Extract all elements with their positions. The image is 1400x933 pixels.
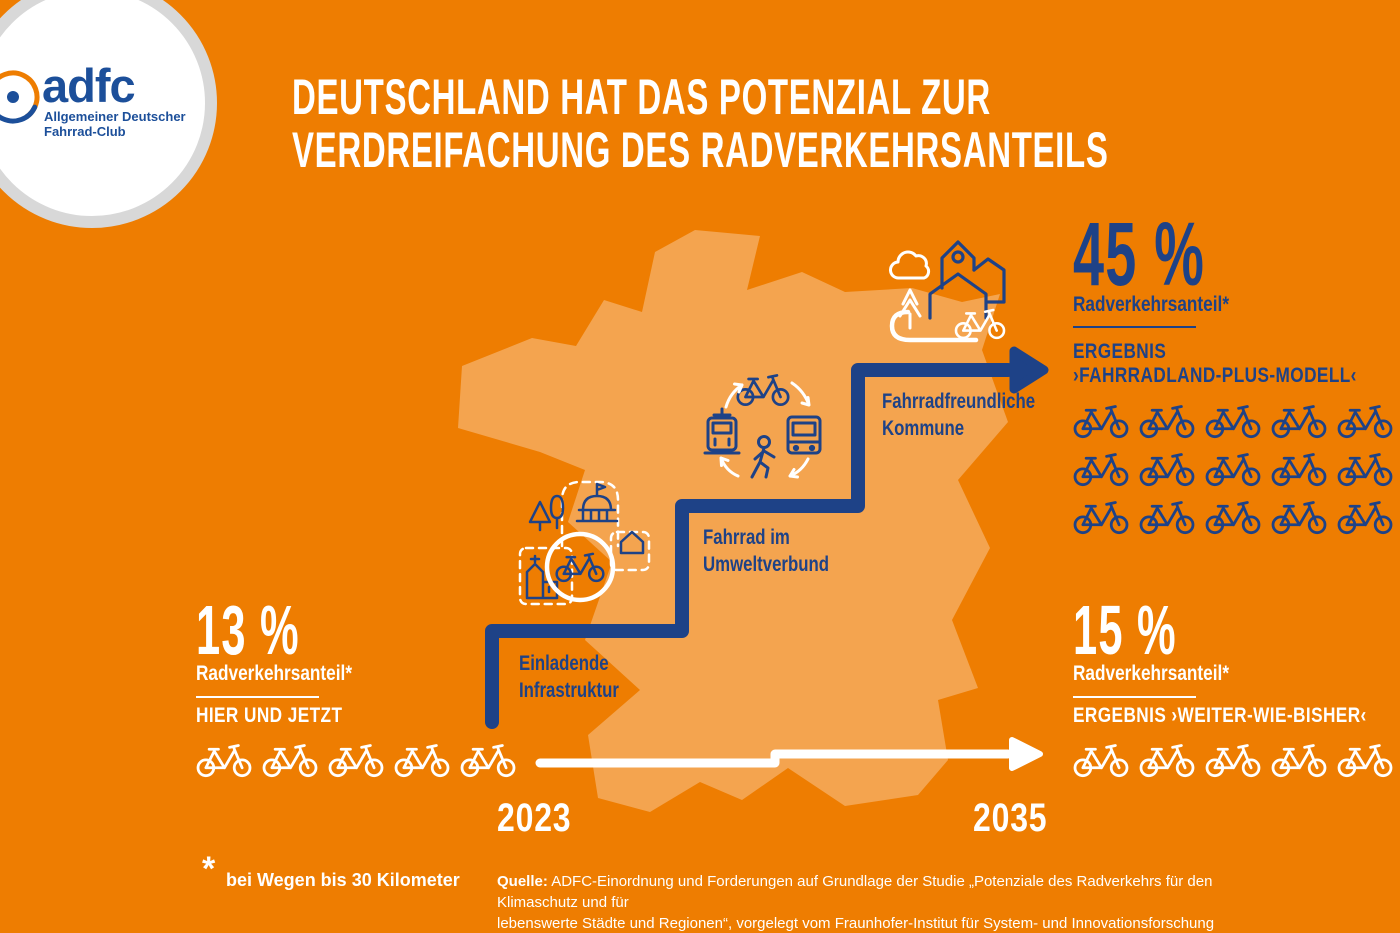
cycle-arrow-icon <box>788 457 810 479</box>
source-line-1: Quelle: ADFC-Einordnung und Forderungen … <box>497 873 1213 911</box>
stat-current-label: Radverkehrsanteil* <box>196 662 353 685</box>
church-icon <box>525 554 559 600</box>
bicycle-icon <box>1271 496 1327 535</box>
adfc-brand-text: adfc <box>42 59 136 112</box>
bicycle-icon <box>1073 496 1129 535</box>
bicycle-icon <box>1205 400 1261 439</box>
timeline-year-end: 2035 <box>973 796 1048 840</box>
timeline-arrow <box>535 737 1043 771</box>
bicycle-icon <box>1337 496 1393 535</box>
bicycle-icon <box>954 308 1006 340</box>
bicycle-icon <box>1073 739 1129 778</box>
house-icon <box>619 530 645 555</box>
bike-row-plus-3 <box>1073 496 1393 535</box>
bicycle-icon <box>1337 400 1393 439</box>
city-skyline-icon <box>928 240 1006 320</box>
bicycle-icon <box>1073 448 1129 487</box>
bicycle-icon <box>328 739 384 778</box>
bike-lane-swoosh <box>889 309 979 343</box>
staircase-arrowhead <box>1009 346 1049 394</box>
bicycle-icon <box>1337 448 1393 487</box>
poplar-tree-icon <box>549 494 565 530</box>
stat-bau-scenario: ERGEBNIS ›WEITER-WIE-BISHER‹ <box>1073 704 1367 727</box>
bicycle-icon <box>1139 496 1195 535</box>
town-hall-icon <box>575 482 619 523</box>
bike-row-plus-2 <box>1073 448 1393 487</box>
bicycle-icon <box>262 739 318 778</box>
cycle-arrow-icon <box>724 382 744 409</box>
bicycle-icon <box>1337 739 1393 778</box>
stat-bau-value: 15 % <box>1073 591 1177 669</box>
stat-current-scenario: HIER UND JETZT <box>196 704 343 727</box>
highlight-circle <box>544 531 616 603</box>
footnote-text: bei Wegen bis 30 Kilometer <box>226 870 460 890</box>
stat-plus-value: 45 % <box>1073 205 1206 305</box>
bicycle-icon <box>460 739 516 778</box>
bicycle-icon <box>196 739 252 778</box>
bicycle-icon <box>1139 448 1195 487</box>
bicycle-icon <box>1139 739 1195 778</box>
source-label: Quelle: <box>497 873 548 890</box>
pine-tree-icon <box>898 288 922 330</box>
pedestrian-icon <box>750 435 776 479</box>
bike-row-current <box>196 739 516 778</box>
adfc-subtitle-2: Fahrrad-Club <box>44 124 126 139</box>
adfc-subtitle-1: Allgemeiner Deutscher <box>44 109 186 124</box>
cycle-arrow-icon <box>790 381 811 407</box>
divider-line <box>1073 326 1196 328</box>
staircase-arrow <box>485 346 1049 729</box>
adfc-logo-mark-icon <box>0 70 40 124</box>
stat-plus-scenario-2: ›FAHRRADLAND-PLUS-MODELL‹ <box>1073 364 1357 387</box>
bus-icon <box>786 415 822 455</box>
bicycle-icon <box>394 739 450 778</box>
stat-plus-scenario-1: ERGEBNIS <box>1073 340 1167 363</box>
footnote-asterisk: * <box>202 850 216 888</box>
bike-row-plus-1 <box>1073 400 1393 439</box>
headline-line-1: DEUTSCHLAND HAT DAS POTENZIAL ZUR <box>292 69 991 125</box>
bicycle-icon <box>1205 496 1261 535</box>
source-line-2: lebenswerte Städte und Regionen“, vorgel… <box>497 915 1215 932</box>
step-label-infrastructure: Einladende Infrastruktur <box>519 652 619 702</box>
tram-icon <box>703 407 741 455</box>
environmental-transport-cycle-icon <box>703 374 822 479</box>
stat-plus-label: Radverkehrsanteil* <box>1073 293 1230 316</box>
bicycle-icon <box>1073 400 1129 439</box>
step-label-umweltverbund: Fahrrad im Umweltverbund <box>703 526 830 576</box>
cycle-arrow-icon <box>719 456 740 478</box>
stat-current-value: 13 % <box>196 591 300 669</box>
pine-tree-icon <box>528 500 552 532</box>
bicycle-icon <box>1205 448 1261 487</box>
step-label-kommune: Fahrradfreundliche Kommune <box>882 390 1036 440</box>
bicycle-icon <box>736 374 790 407</box>
bicycle-icon <box>1139 400 1195 439</box>
divider-line <box>196 696 319 698</box>
source-note: Quelle: ADFC-Einordnung und Forderungen … <box>497 871 1227 933</box>
bicycle-icon <box>1271 448 1327 487</box>
divider-line <box>1073 696 1196 698</box>
bicycle-icon <box>555 552 605 583</box>
timeline-year-start: 2023 <box>497 796 572 840</box>
bicycle-icon <box>1205 739 1261 778</box>
cloud-icon <box>889 250 931 280</box>
inviting-infrastructure-icon <box>518 480 651 606</box>
bike-friendly-community-icon <box>889 240 1006 343</box>
bicycle-icon <box>1271 400 1327 439</box>
timeline-arrowhead <box>1009 737 1043 771</box>
stat-bau-label: Radverkehrsanteil* <box>1073 662 1230 685</box>
bicycle-icon <box>1271 739 1327 778</box>
headline-line-2: VERDREIFACHUNG DES RADVERKEHRSANTEILS <box>292 122 1109 178</box>
adfc-logo <box>0 0 217 228</box>
bike-row-bau <box>1073 739 1393 778</box>
